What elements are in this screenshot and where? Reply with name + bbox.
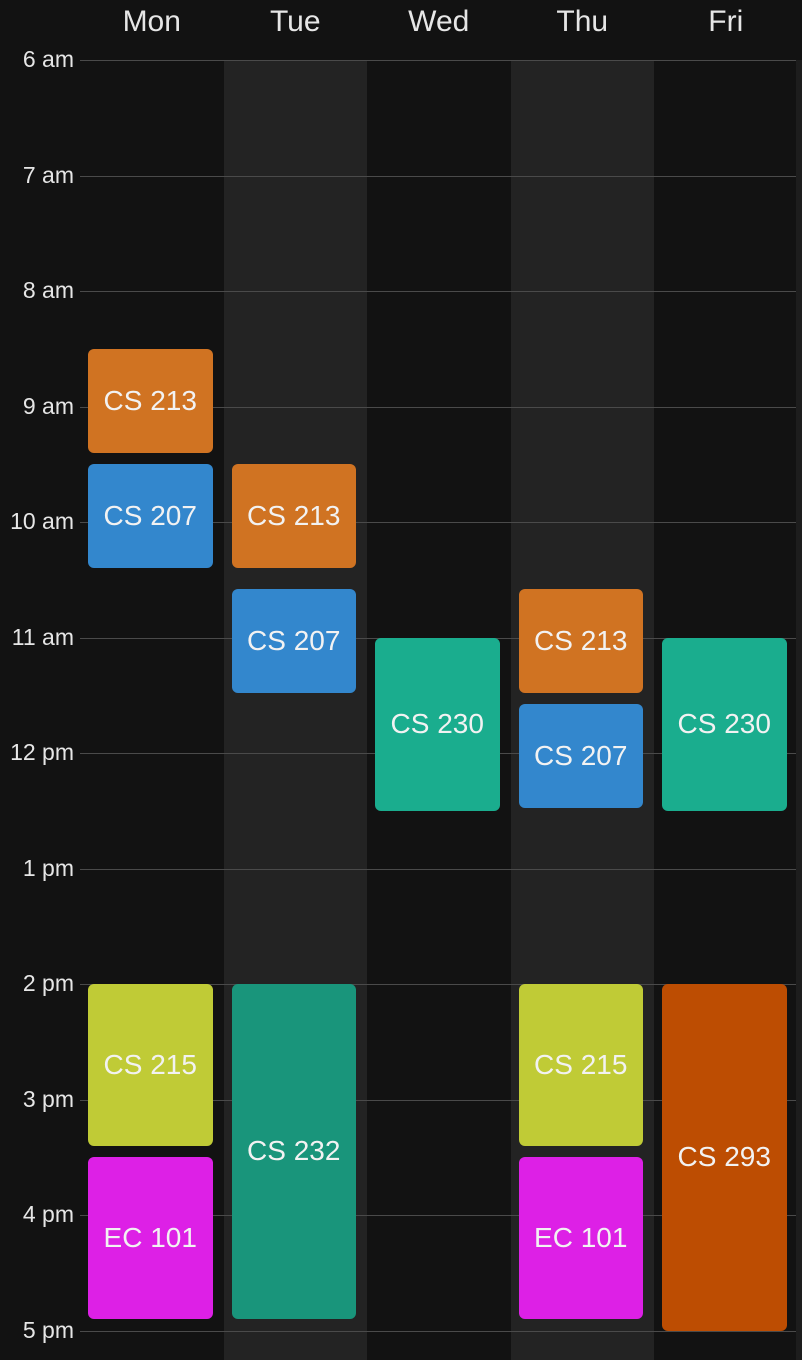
time-label: 8 am bbox=[22, 277, 74, 303]
time-label: 4 pm bbox=[22, 1201, 74, 1227]
time-label: 9 am bbox=[22, 392, 74, 419]
event-label: CS 213 bbox=[534, 624, 628, 656]
event-cs-213-tue[interactable]: CS 213 bbox=[231, 464, 356, 569]
event-cs-207-mon[interactable]: CS 207 bbox=[88, 464, 213, 569]
event-cs-207-thu[interactable]: CS 207 bbox=[518, 704, 643, 809]
hour-line bbox=[80, 522, 802, 523]
event-cs-207-tue[interactable]: CS 207 bbox=[231, 588, 356, 693]
hour-line bbox=[80, 1099, 802, 1101]
time-label: 2 pm bbox=[22, 970, 74, 996]
hour-line bbox=[80, 868, 802, 870]
day-header-wed: Wed bbox=[408, 5, 470, 38]
hour-line bbox=[80, 406, 802, 408]
event-label: CS 207 bbox=[247, 624, 341, 656]
time-label: 3 pm bbox=[22, 1085, 74, 1112]
day-header-thu: Thu bbox=[556, 5, 609, 38]
event-cs-213-thu[interactable]: CS 213 bbox=[518, 588, 643, 693]
event-label: CS 213 bbox=[103, 384, 197, 416]
event-cs-213-mon[interactable]: CS 213 bbox=[88, 348, 213, 453]
event-cs-215-mon[interactable]: CS 215 bbox=[88, 984, 213, 1146]
event-label: CS 207 bbox=[103, 500, 197, 532]
event-cs-293-fri[interactable]: CS 293 bbox=[662, 984, 787, 1331]
time-label: 6 am bbox=[22, 46, 74, 72]
day-header-mon: Mon bbox=[122, 5, 181, 38]
scroll-edge bbox=[796, 60, 802, 1360]
time-label: 5 pm bbox=[22, 1316, 74, 1343]
hour-line bbox=[80, 1215, 802, 1216]
time-label: 11 am bbox=[11, 623, 74, 650]
hour-line bbox=[80, 984, 802, 985]
event-label: CS 230 bbox=[390, 708, 484, 740]
time-label: 12 pm bbox=[10, 739, 74, 765]
event-label: EC 101 bbox=[534, 1222, 628, 1254]
day-header-fri: Fri bbox=[708, 5, 744, 38]
event-cs-230-wed[interactable]: CS 230 bbox=[375, 637, 500, 811]
event-label: CS 215 bbox=[534, 1048, 628, 1080]
event-ec-101-thu[interactable]: EC 101 bbox=[518, 1157, 643, 1319]
day-header-tue: Tue bbox=[269, 5, 321, 38]
hour-line bbox=[80, 60, 802, 61]
event-cs-215-thu[interactable]: CS 215 bbox=[518, 984, 643, 1146]
hour-line bbox=[80, 291, 802, 292]
event-cs-230-fri[interactable]: CS 230 bbox=[662, 637, 787, 811]
time-label: 10 am bbox=[10, 508, 74, 534]
event-label: CS 213 bbox=[247, 500, 341, 532]
hour-line bbox=[80, 175, 802, 177]
event-cs-232-tue[interactable]: CS 232 bbox=[231, 984, 356, 1319]
event-label: CS 207 bbox=[534, 740, 628, 772]
event-label: EC 101 bbox=[103, 1222, 197, 1254]
event-label: CS 232 bbox=[247, 1135, 341, 1167]
time-label: 1 pm bbox=[22, 854, 74, 881]
time-label: 7 am bbox=[22, 161, 74, 188]
event-label: CS 293 bbox=[677, 1141, 771, 1173]
event-label: CS 230 bbox=[677, 708, 771, 740]
hour-line bbox=[80, 1330, 802, 1332]
event-label: CS 215 bbox=[103, 1048, 197, 1080]
event-ec-101-mon[interactable]: EC 101 bbox=[88, 1157, 213, 1319]
